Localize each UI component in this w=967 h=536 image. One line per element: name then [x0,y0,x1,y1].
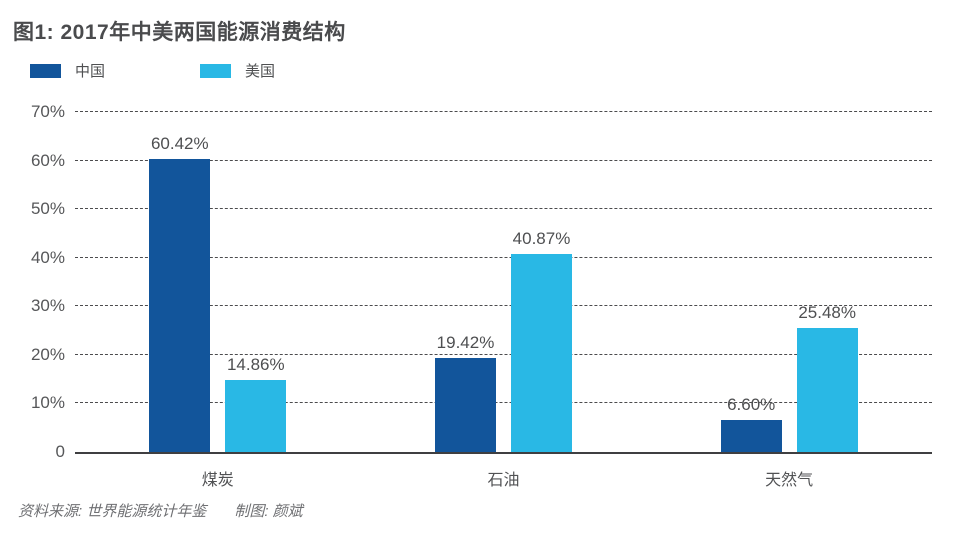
y-tick-label: 0 [55,442,65,461]
x-category-label: 天然气 [765,472,814,489]
bar-value-label: 19.42% [436,332,495,352]
y-tick-label: 50% [30,199,65,219]
bar-china-1 [435,357,496,452]
legend-item-usa: 美国 [200,60,275,81]
legend-label: 美国 [245,63,276,80]
bar-usa-0 [225,379,287,452]
bar-usa-2 [796,328,858,452]
bar-value-label: 25.48% [798,303,857,323]
legend-label: 中国 [75,63,106,80]
gridline [75,208,932,210]
y-tick-label: 60% [30,150,65,170]
source-text: 资料来源: 世界能源统计年鉴 [18,503,207,520]
bar-china-0 [149,158,211,452]
bar-china-2 [720,419,782,452]
source-note: 资料来源: 世界能源统计年鉴 制图: 颜斌 [18,500,303,521]
bar-value-label: 6.60% [727,394,776,414]
gridline [75,111,932,112]
bar-usa-1 [511,253,572,452]
gridline [75,402,932,404]
legend-swatch [30,63,61,78]
x-category-label: 石油 [487,472,520,489]
y-tick-label: 10% [30,393,65,413]
credit-text: 制图: 颜斌 [234,503,303,520]
bar-value-label: 60.42% [150,133,209,153]
chart-title: 图1: 2017年中美两国能源消费结构 [13,21,346,44]
bar-value-label: 14.86% [226,354,285,374]
plot-area: 60.42% 14.86% 19.42% 40.87% 6.60% 25.48% [75,111,932,454]
gridline [75,256,932,258]
y-tick-label: 40% [30,247,65,267]
legend-swatch [200,63,231,78]
y-tick-label: 70% [30,102,65,121]
bar-value-label: 40.87% [512,228,571,248]
gridline [75,353,932,355]
gridline [75,305,932,307]
gridline [75,159,932,161]
legend-item-china: 中国 [30,60,105,81]
chart-legend: 中国 美国 [0,60,967,81]
x-category-label: 煤炭 [201,472,234,489]
y-tick-label: 30% [30,296,65,316]
y-tick-label: 20% [30,344,65,364]
